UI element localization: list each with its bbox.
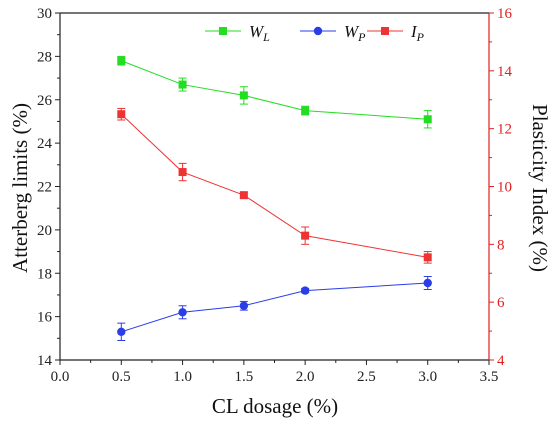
data-point	[423, 115, 432, 124]
data-point	[178, 308, 187, 317]
left-y-axis-title: Atterberg limits (%)	[8, 103, 32, 273]
data-point	[117, 327, 126, 337]
x-tick-label: 3.5	[480, 369, 499, 385]
legend-marker	[381, 27, 389, 35]
legend-label-subscript: L	[262, 30, 270, 44]
legend-label: WP	[344, 22, 366, 44]
x-tick-label: 0.0	[51, 369, 70, 385]
legend: WL WP IP	[205, 22, 425, 44]
series-layer	[117, 55, 432, 341]
legend-marker	[219, 27, 227, 35]
x-axis-title: CL dosage (%)	[212, 394, 338, 418]
data-point	[301, 231, 310, 240]
left-y-tick-label: 24	[37, 136, 53, 152]
data-point	[178, 80, 187, 89]
data-point	[117, 110, 126, 119]
data-point	[301, 106, 310, 115]
x-tick-label: 1.0	[173, 369, 192, 385]
data-point	[300, 286, 310, 295]
legend-item-ip: IP	[367, 22, 425, 44]
series-wl	[117, 55, 432, 129]
x-tick-label: 0.5	[112, 369, 131, 385]
series-ip-line	[120, 113, 428, 258]
right-y-tick-label: 14	[497, 64, 513, 80]
right-y-tick-label: 6	[497, 295, 505, 311]
legend-label-main: W	[249, 22, 265, 41]
left-y-tick-label: 20	[37, 223, 52, 239]
left-y-tick-label: 30	[37, 6, 52, 22]
x-tick-label: 2.5	[357, 369, 376, 385]
axes: 0.0 0.5 1.0 1.5 2.0 2.5 3.0 3.5 14 16 18 20 22 24 26 28…	[37, 6, 513, 385]
left-y-tick-label: 22	[37, 180, 52, 196]
x-tick-label: 2.0	[296, 369, 315, 385]
data-point	[239, 301, 249, 310]
data-point	[423, 278, 432, 288]
series-ip	[117, 107, 432, 264]
left-y-tick-label: 28	[37, 49, 52, 65]
series-wp	[117, 276, 432, 341]
left-y-tick-label: 18	[37, 266, 52, 282]
data-point	[178, 168, 187, 177]
right-y-tick-label: 12	[497, 122, 512, 138]
series-wl-line	[121, 60, 428, 120]
data-point	[239, 91, 248, 100]
legend-label-subscript: P	[357, 30, 366, 44]
left-y-tick-label: 14	[37, 353, 53, 369]
x-tick-label: 1.5	[234, 369, 253, 385]
data-point	[239, 191, 248, 200]
right-y-tick-label: 8	[497, 237, 505, 253]
data-point	[423, 253, 432, 262]
left-y-tick-label: 26	[37, 93, 53, 109]
left-y-tick-label: 16	[37, 310, 53, 326]
right-y-tick-label: 4	[497, 353, 505, 369]
legend-item-wp: WP	[300, 22, 366, 44]
data-point	[117, 56, 126, 65]
legend-marker	[313, 26, 323, 36]
legend-label: WL	[249, 22, 270, 44]
x-tick-label: 3.0	[418, 369, 437, 385]
legend-label-main: W	[344, 22, 360, 41]
legend-label: IP	[410, 22, 425, 44]
right-y-tick-label: 16	[497, 6, 513, 22]
legend-label-subscript: P	[416, 30, 425, 44]
legend-label-main: I	[410, 22, 418, 41]
legend-item-wl: WL	[205, 22, 270, 44]
right-y-axis-title: Plasticity Index (%)	[528, 104, 550, 272]
right-y-tick-label: 10	[497, 180, 512, 196]
series-wp-line	[121, 282, 428, 333]
